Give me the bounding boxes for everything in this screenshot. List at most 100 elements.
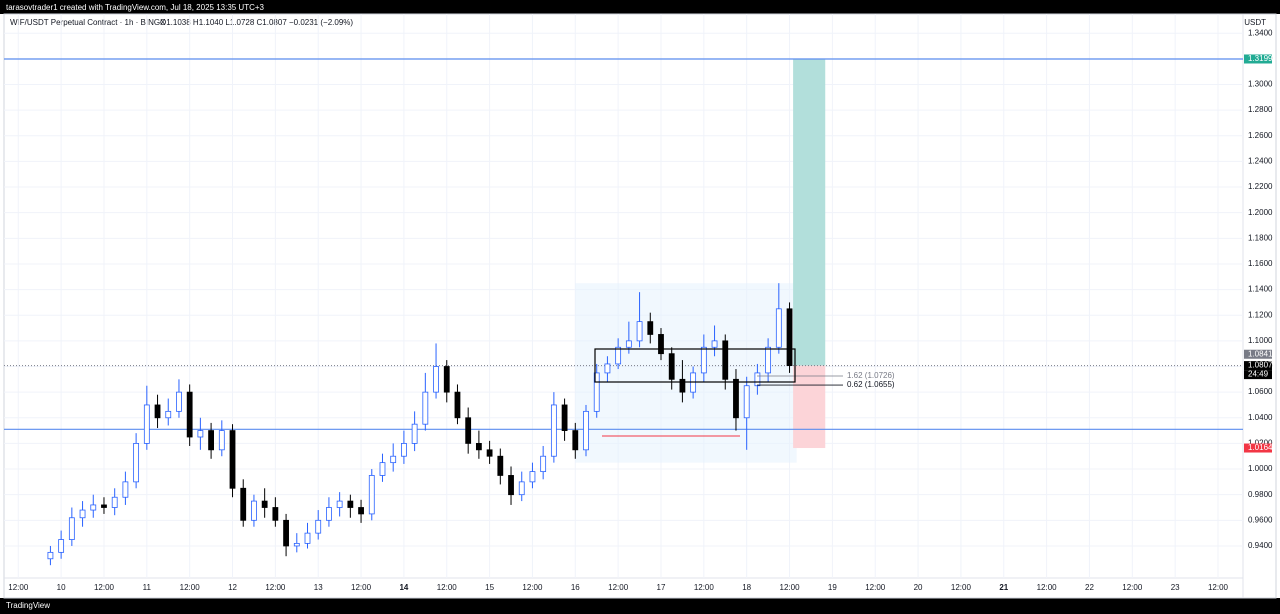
x-tick-label: 16 (571, 583, 580, 592)
top-bar (0, 0, 1280, 14)
candle-body (143, 404, 150, 444)
candle-body (529, 471, 536, 483)
brand: TradingView (6, 601, 50, 610)
candle-body (336, 500, 343, 508)
candle-body (390, 455, 397, 464)
candle-body (593, 372, 600, 412)
candle-body (540, 455, 547, 473)
y-tick-label: 0.9400 (1248, 541, 1273, 550)
candle-body (615, 346, 622, 365)
candle-body (251, 500, 257, 521)
range-box (594, 348, 796, 383)
candle-body (304, 532, 311, 544)
candle-body (497, 455, 504, 476)
candle-body (765, 346, 772, 374)
candle-body (625, 340, 632, 348)
candle-body (486, 449, 493, 457)
x-tick-label: 17 (657, 583, 666, 592)
price-badge-text: 1.0807 (1248, 361, 1273, 370)
countdown-bg (1244, 370, 1272, 380)
candle-body (368, 475, 375, 515)
credit: tarasovtrader1 created with TradingView.… (6, 3, 265, 12)
price-badge-text: 1.0164 (1248, 443, 1273, 452)
y-tick-label: 1.0200 (1248, 439, 1273, 448)
candle-body (111, 496, 118, 508)
candle-body (154, 404, 161, 419)
x-tick-label: 19 (828, 583, 837, 592)
y-tick-label: 1.0400 (1248, 413, 1273, 422)
x-tick-label: 21 (999, 583, 1008, 592)
unit: USDT (1244, 18, 1266, 27)
y-tick-label: 1.1400 (1248, 285, 1273, 294)
candle-body (58, 539, 65, 553)
candle-body (583, 410, 589, 451)
ohlc: O1.1038 H1.1040 L1.0728 C1.0807 −0.0231 … (160, 18, 353, 27)
candle-body (401, 443, 407, 457)
candle-body (433, 366, 439, 393)
candle-body (411, 423, 418, 444)
candle-body (475, 443, 482, 451)
candle-body (775, 308, 782, 348)
candle-body (743, 385, 750, 419)
y-tick-label: 1.1600 (1248, 259, 1273, 268)
candle-body (176, 391, 182, 412)
candle-body (518, 481, 525, 496)
x-tick-label: 12:00 (94, 583, 115, 592)
candle-body (68, 517, 75, 540)
candle-body (733, 378, 739, 419)
candle-body (647, 321, 654, 335)
x-tick-label: 12:00 (265, 583, 286, 592)
x-tick-label: 12:00 (180, 583, 201, 592)
candle-body (315, 519, 322, 534)
candle-body (572, 430, 579, 451)
candle-body (604, 363, 611, 374)
candle-body (218, 430, 225, 451)
candle-body (197, 430, 204, 438)
candle-body (379, 462, 386, 476)
symbol-title: WIF/USDT Perpetual Contract · 1h · BINGX (10, 18, 166, 27)
y-tick-label: 1.3400 (1248, 28, 1273, 37)
y-tick-label: 1.3000 (1248, 80, 1273, 89)
price-badge (1244, 54, 1272, 64)
candle-body (101, 504, 107, 508)
x-tick-label: 12:00 (608, 583, 629, 592)
x-tick-label: 15 (485, 583, 494, 592)
candle-body (165, 410, 172, 419)
candle-body (326, 507, 332, 521)
candle-body (229, 430, 236, 489)
y-tick-label: 1.0600 (1248, 387, 1273, 396)
candle-body (240, 487, 247, 521)
target-zone (793, 58, 826, 366)
candle-body (679, 378, 686, 393)
y-tick-label: 1.1000 (1248, 336, 1273, 345)
x-tick-label: 22 (1085, 583, 1094, 592)
y-tick-label: 1.0000 (1248, 464, 1273, 473)
price-badge-text: 1.3199 (1248, 54, 1273, 63)
countdown: 24:49 (1248, 370, 1269, 379)
x-tick-label: 12:00 (780, 583, 801, 592)
candle-body (550, 404, 557, 457)
y-tick-label: 1.1200 (1248, 310, 1273, 319)
candle-body (122, 481, 129, 498)
y-tick-label: 1.2800 (1248, 105, 1273, 114)
x-tick-label: 12:00 (865, 583, 886, 592)
fib-label: 0.62 (1.0655) (847, 380, 895, 389)
x-tick-label: 23 (1171, 583, 1180, 592)
x-tick-label: 20 (914, 583, 923, 592)
x-tick-label: 12:00 (8, 583, 29, 592)
y-tick-label: 0.9600 (1248, 515, 1273, 524)
candle-body (90, 504, 97, 511)
candle-body (293, 542, 300, 547)
price-badge (1244, 361, 1272, 371)
candle-body (358, 507, 364, 515)
x-tick-label: 12:00 (694, 583, 715, 592)
candle-body (422, 391, 429, 425)
y-tick-label: 1.1800 (1248, 233, 1273, 242)
candle-body (722, 340, 729, 380)
candle-body (786, 308, 793, 367)
candle-body (658, 334, 664, 355)
x-tick-label: 12:00 (351, 583, 372, 592)
y-tick-label: 1.2000 (1248, 208, 1273, 217)
